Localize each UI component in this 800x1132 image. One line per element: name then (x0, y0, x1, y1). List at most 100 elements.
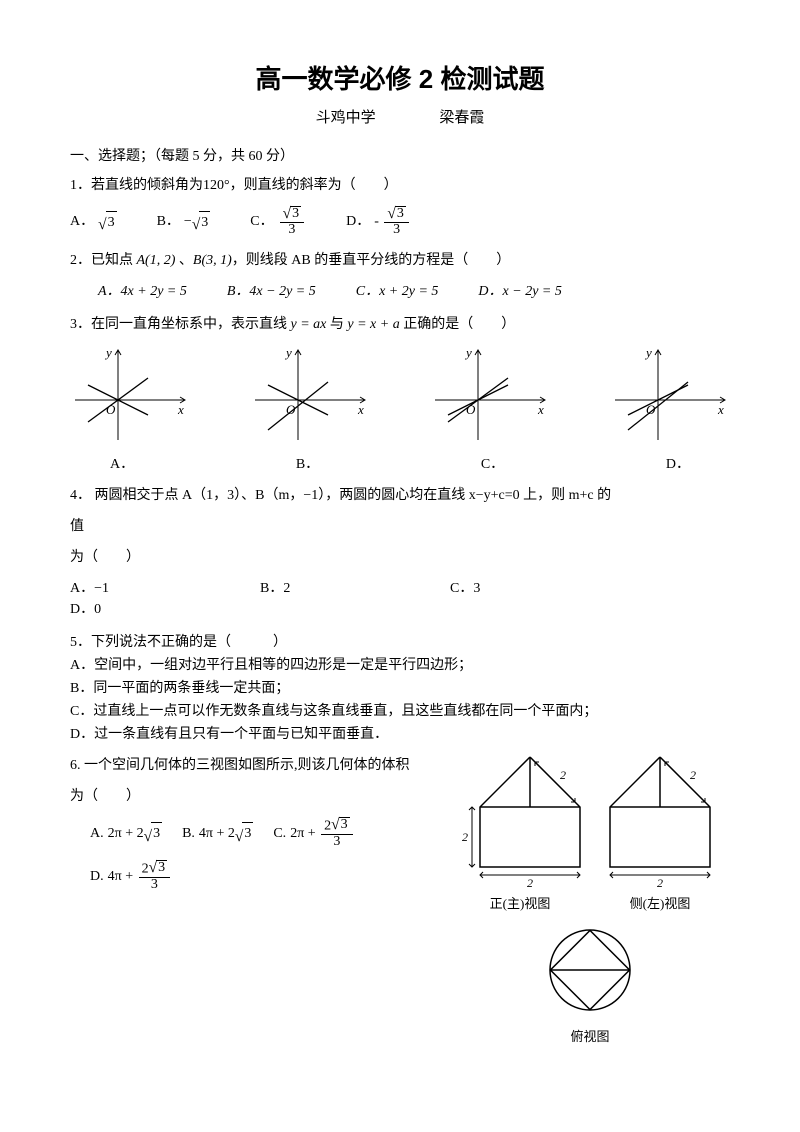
dim-2: 2 (527, 876, 533, 887)
q6-c-num2: 2 (324, 818, 331, 833)
fraction: 2√3 3 (321, 817, 352, 850)
q3-label-d: D． (666, 454, 690, 475)
q3-label-b: B． (296, 454, 319, 475)
page-title: 高一数学必修 2 检测试题 (70, 60, 730, 99)
q6-figures: 2 2 2 2 2 正(主 (450, 747, 730, 1046)
q1-opt-c: C． √3 3 (250, 206, 306, 239)
q6-options: A. 2π + 2√3 B. 4π + 2√3 C. 2π + 2√3 3 D.… (70, 817, 450, 902)
q6-d-num2: 2 (142, 861, 149, 876)
dim-2: 2 (657, 876, 663, 887)
q6-b-sqrt: 3 (242, 822, 253, 844)
q3-pre: 3．在同一直角坐标系中，表示直线 (70, 317, 291, 332)
q6-a-pi: π (115, 826, 122, 841)
q3-post: 正确的是（ ） (400, 317, 516, 332)
q2-opt-c: C．x + 2y = 5 (356, 281, 439, 302)
q1-b-label: B． (157, 211, 180, 232)
svg-text:y: y (644, 345, 652, 360)
three-view-front-side: 2 2 2 2 2 (455, 747, 725, 887)
q1-d-den: 3 (384, 223, 408, 238)
q6-b-plus: + (216, 826, 224, 841)
q6-d-label: D. (90, 866, 104, 887)
q6-d-pi: π (115, 869, 122, 884)
q3-label-c: C． (481, 454, 504, 475)
q4-opt-b: B．2 (260, 578, 410, 599)
q6-a-two: 2 (108, 826, 115, 841)
author-name: 梁春霞 (439, 110, 484, 126)
q6-b-two: 2 (228, 826, 235, 841)
dim-2: 2 (690, 768, 696, 782)
q6-a-sqrt: 3 (151, 822, 162, 844)
q6-opt-d: D. 4π + 2√3 3 (90, 860, 172, 893)
q1-c-num: 3 (290, 206, 301, 222)
svg-text:x: x (357, 402, 364, 417)
q1-d-num: 3 (395, 206, 406, 222)
q4-opt-a: A．−1 (70, 578, 220, 599)
q5-opt-b: B．同一平面的两条垂线一定共面； (70, 678, 730, 699)
svg-text:x: x (537, 402, 544, 417)
q6-d-den: 3 (139, 878, 170, 893)
q6-d-four: 4 (108, 869, 115, 884)
q6-c-den: 3 (321, 835, 352, 850)
sqrt-icon: √3 (192, 211, 210, 233)
svg-text:y: y (104, 345, 112, 360)
q1-options: A． √3 B． − √3 C． √3 3 D． - √3 3 (70, 206, 730, 239)
q6-a-two2: 2 (137, 826, 144, 841)
svg-text:O: O (106, 402, 116, 417)
q4-opt-d: D．0 (70, 599, 220, 620)
q3-charts: yxOyxOyxOyxO (70, 345, 730, 452)
q6-c-pi: π (297, 826, 304, 841)
q4-line2: 值 (70, 516, 730, 537)
q3-label-a: A． (110, 454, 134, 475)
subtitle: 斗鸡中学 梁春霞 (70, 107, 730, 130)
school-name: 斗鸡中学 (316, 110, 376, 126)
q5-opt-a: A．空间中，一组对边平行且相等的四边形是一定是平行四边形； (70, 655, 730, 676)
q6-c-plus: + (308, 826, 316, 841)
q5: 5．下列说法不正确的是（ ） A．空间中，一组对边平行且相等的四边形是一定是平行… (70, 632, 730, 745)
q6: 6. 一个空间几何体的三视图如图所示,则该几何体的体积 为（ ） A. 2π +… (70, 747, 730, 1046)
q1-c-label: C． (250, 211, 273, 232)
three-view-top (540, 920, 640, 1020)
side-view-label: 侧(左)视图 (630, 894, 691, 914)
top-view-label: 俯视图 (450, 1027, 730, 1047)
q6-d-plus: + (125, 869, 133, 884)
q2-pre: 2．已知点 (70, 253, 137, 268)
sqrt-icon: √3 (98, 211, 116, 233)
q2-opt-a: A．4x + 2y = 5 (98, 281, 187, 302)
q1-b-neg: − (184, 211, 192, 232)
coordinate-chart: yxO (610, 345, 730, 445)
q1-angle: 120° (203, 178, 230, 193)
q6-c-label: C. (273, 823, 286, 844)
q2-options: A．4x + 2y = 5 B．4x − 2y = 5 C．x + 2y = 5… (70, 281, 730, 302)
q6-b-pi: π (206, 826, 213, 841)
coordinate-chart: yxO (70, 345, 190, 445)
q2-post: ，则线段 AB 的垂直平分线的方程是（ ） (232, 253, 510, 268)
q2-stem: 2．已知点 A(1, 2) 、B(3, 1)，则线段 AB 的垂直平分线的方程是… (70, 250, 730, 271)
q3-stem: 3．在同一直角坐标系中，表示直线 y = ax 与 y = x + a 正确的是… (70, 314, 730, 335)
q3-captions: A． B． C． D． (70, 454, 730, 475)
q6-stem1: 6. 一个空间几何体的三视图如图所示,则该几何体的体积 (70, 755, 450, 776)
fraction: √3 3 (280, 206, 304, 239)
q1-a-label: A． (70, 211, 94, 232)
q5-opt-c: C．过直线上一点可以作无数条直线与这条直线垂直，且这些直线都在同一个平面内； (70, 701, 730, 722)
q1-c-den: 3 (280, 223, 304, 238)
svg-text:O: O (466, 402, 476, 417)
q1-stem: 1．若直线的倾斜角为120°，则直线的斜率为（ ） (70, 175, 730, 196)
section-1-heading: 一、选择题；（每题 5 分，共 60 分） (70, 146, 730, 167)
q2-pt-b: B(3, 1) (193, 253, 232, 268)
q1-b-val: 3 (199, 211, 210, 233)
q2-pt-a: A(1, 2) (137, 253, 176, 268)
coordinate-chart: y x O (430, 345, 550, 445)
q6-d-sqrt: 3 (156, 860, 167, 876)
q3-eq2: y = x + a (347, 317, 399, 332)
q1-stem-post: ，则直线的斜率为（ ） (230, 178, 398, 193)
dim-2: 2 (462, 830, 468, 844)
q6-opt-a: A. 2π + 2√3 (90, 817, 162, 850)
svg-text:y: y (464, 345, 472, 360)
q2-opt-d: D．x − 2y = 5 (478, 281, 561, 302)
q6-a-label: A. (90, 823, 104, 844)
front-view-label: 正(主)视图 (490, 894, 551, 914)
q6-a-plus: + (125, 826, 133, 841)
q6-stem2: 为（ ） (70, 786, 450, 807)
coordinate-chart: yxO (250, 345, 370, 445)
q4-opt-c: C．3 (450, 578, 600, 599)
